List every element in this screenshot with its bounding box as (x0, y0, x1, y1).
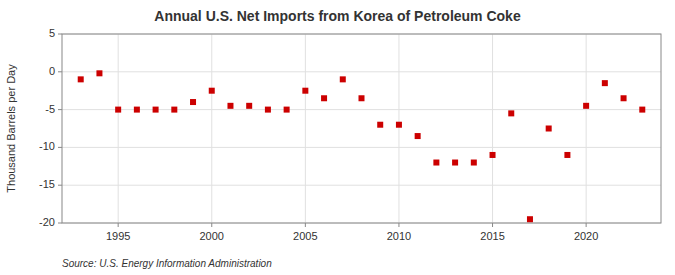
point (134, 107, 140, 113)
axes: 5 0 -5 -10 -15 -20 1995 2000 2005 2010 2015 2020 (39, 27, 598, 242)
point (78, 76, 84, 82)
y-grid-line (62, 109, 661, 110)
y-axis-label: Thousand Barrels per Day (5, 64, 17, 193)
point (396, 122, 402, 128)
point (359, 95, 365, 101)
y-tick-label: -5 (45, 103, 55, 115)
y-tick-label: 5 (49, 27, 55, 39)
point (284, 107, 290, 113)
point (96, 70, 102, 76)
point (564, 152, 570, 158)
point (527, 216, 533, 222)
x-tick (492, 223, 493, 227)
point (639, 107, 645, 113)
x-tick (305, 223, 306, 227)
y-tick (58, 71, 62, 72)
point (190, 99, 196, 105)
point (490, 152, 496, 158)
point (340, 76, 346, 82)
y-tick-label: -20 (39, 216, 55, 228)
point (546, 126, 552, 132)
chart-container: 5 0 -5 -10 -15 -20 1995 2000 2005 2010 2015 2020 Ann… (0, 0, 675, 275)
y-tick (58, 223, 62, 224)
x-tick-label: 2020 (574, 230, 598, 242)
x-grid-line (586, 34, 587, 223)
point (209, 88, 215, 94)
x-tick (398, 223, 399, 227)
plot-background (62, 34, 661, 223)
x-tick (118, 223, 119, 227)
x-grid-line (492, 34, 493, 223)
point (115, 107, 121, 113)
x-tick-label: 2000 (200, 230, 224, 242)
x-tick (586, 223, 587, 227)
point (415, 133, 421, 139)
grid (62, 34, 661, 223)
x-tick (211, 223, 212, 227)
x-grid-line (305, 34, 306, 223)
y-tick (58, 185, 62, 186)
y-tick (58, 34, 62, 35)
point (321, 95, 327, 101)
point (471, 160, 477, 166)
x-tick-label: 2015 (480, 230, 504, 242)
point (246, 103, 252, 109)
y-tick-label: -15 (39, 178, 55, 190)
y-tick-label: 0 (49, 65, 55, 77)
x-tick-label: 2010 (387, 230, 411, 242)
point (227, 103, 233, 109)
chart-title: Annual U.S. Net Imports from Korea of Pe… (154, 8, 521, 24)
point (621, 95, 627, 101)
x-grid-line (398, 34, 399, 223)
y-grid-line (62, 147, 661, 148)
point (377, 122, 383, 128)
y-grid-line (62, 71, 661, 72)
point (265, 107, 271, 113)
y-grid-line (62, 185, 661, 186)
y-tick-label: -10 (39, 140, 55, 152)
y-tick (58, 109, 62, 110)
point (302, 88, 308, 94)
x-tick-label: 1995 (106, 230, 130, 242)
source-note: Source: U.S. Energy Information Administ… (62, 258, 272, 269)
point (153, 107, 159, 113)
plot-frame (62, 34, 661, 223)
y-tick (58, 147, 62, 148)
point (583, 103, 589, 109)
x-grid-line (211, 34, 212, 223)
point (433, 160, 439, 166)
points (78, 70, 646, 222)
point (452, 160, 458, 166)
x-grid-line (118, 34, 119, 223)
point (602, 80, 608, 86)
x-tick-label: 2005 (293, 230, 317, 242)
point (171, 107, 177, 113)
chart-svg: 5 0 -5 -10 -15 -20 1995 2000 2005 2010 2015 2020 Ann… (0, 0, 675, 275)
point (508, 110, 514, 116)
